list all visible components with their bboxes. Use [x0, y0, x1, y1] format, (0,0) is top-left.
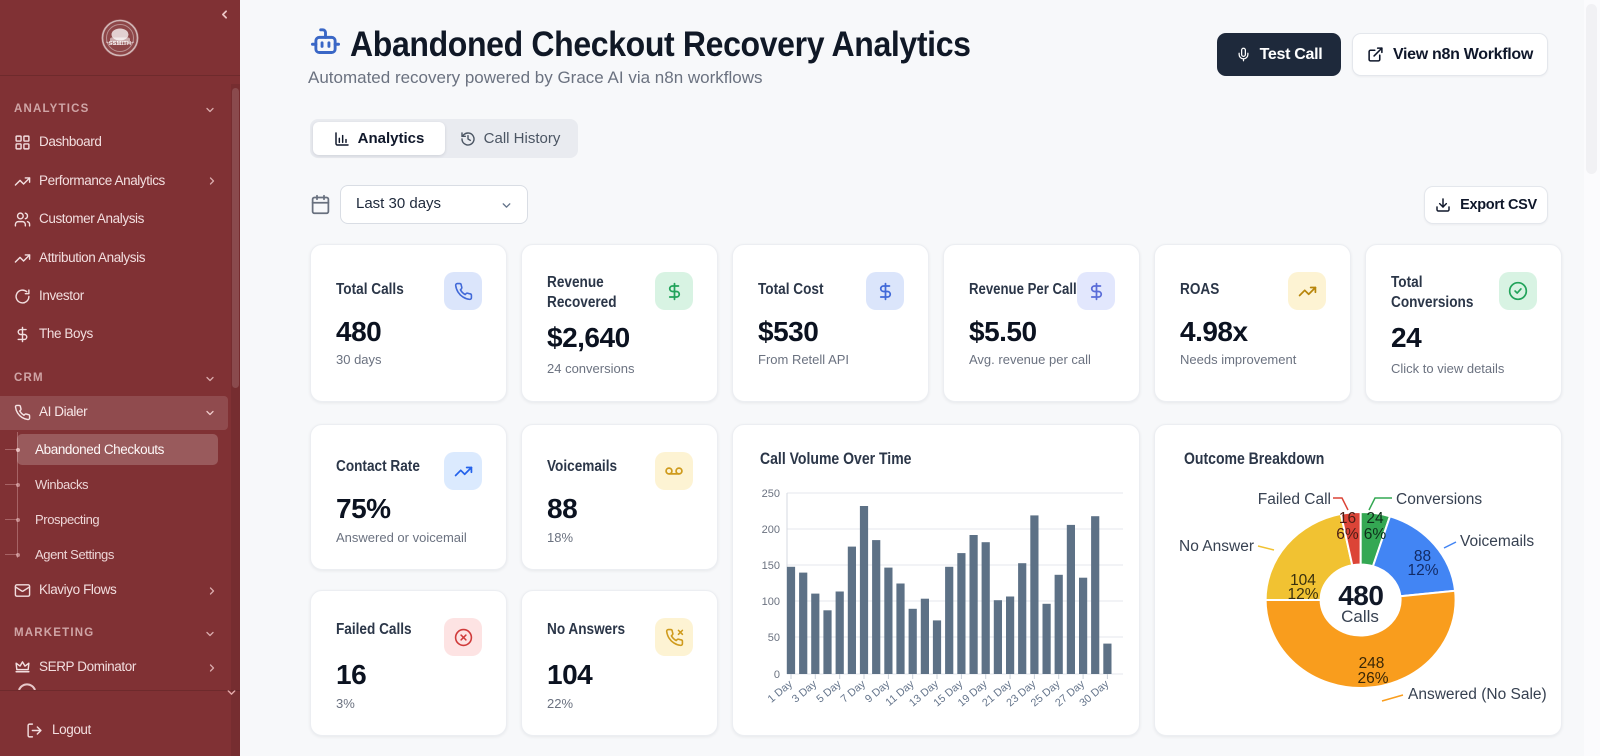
svg-text:12%: 12%	[1287, 586, 1318, 603]
svg-text:Voicemails: Voicemails	[1460, 533, 1534, 550]
svg-text:248: 248	[1359, 655, 1385, 672]
svg-text:Answered (No Sale): Answered (No Sale)	[1408, 686, 1547, 703]
svg-text:200: 200	[762, 524, 780, 536]
svg-text:88: 88	[1414, 548, 1431, 565]
svg-text:Calls: Calls	[1341, 607, 1379, 626]
svg-text:100: 100	[762, 596, 780, 608]
svg-text:6%: 6%	[1364, 526, 1387, 543]
svg-text:104: 104	[1290, 572, 1316, 589]
svg-text:6%: 6%	[1336, 526, 1359, 543]
svg-text:150: 150	[762, 560, 780, 572]
svg-text:250: 250	[762, 488, 780, 500]
svg-text:7 Day: 7 Day	[839, 678, 869, 706]
svg-text:5 Day: 5 Day	[814, 678, 844, 706]
svg-text:26%: 26%	[1357, 670, 1388, 687]
svg-text:0: 0	[774, 669, 780, 681]
svg-text:24: 24	[1366, 510, 1384, 527]
svg-text:50: 50	[768, 632, 780, 644]
svg-text:12%: 12%	[1407, 562, 1438, 579]
svg-text:480: 480	[1338, 580, 1383, 611]
svg-text:No Answer: No Answer	[1179, 538, 1254, 555]
svg-text:3 Day: 3 Day	[790, 678, 820, 706]
svg-text:16: 16	[1339, 510, 1356, 527]
svg-text:1 Day: 1 Day	[766, 678, 796, 706]
svg-text:Conversions: Conversions	[1396, 491, 1482, 508]
svg-text:Failed Call: Failed Call	[1258, 491, 1331, 508]
